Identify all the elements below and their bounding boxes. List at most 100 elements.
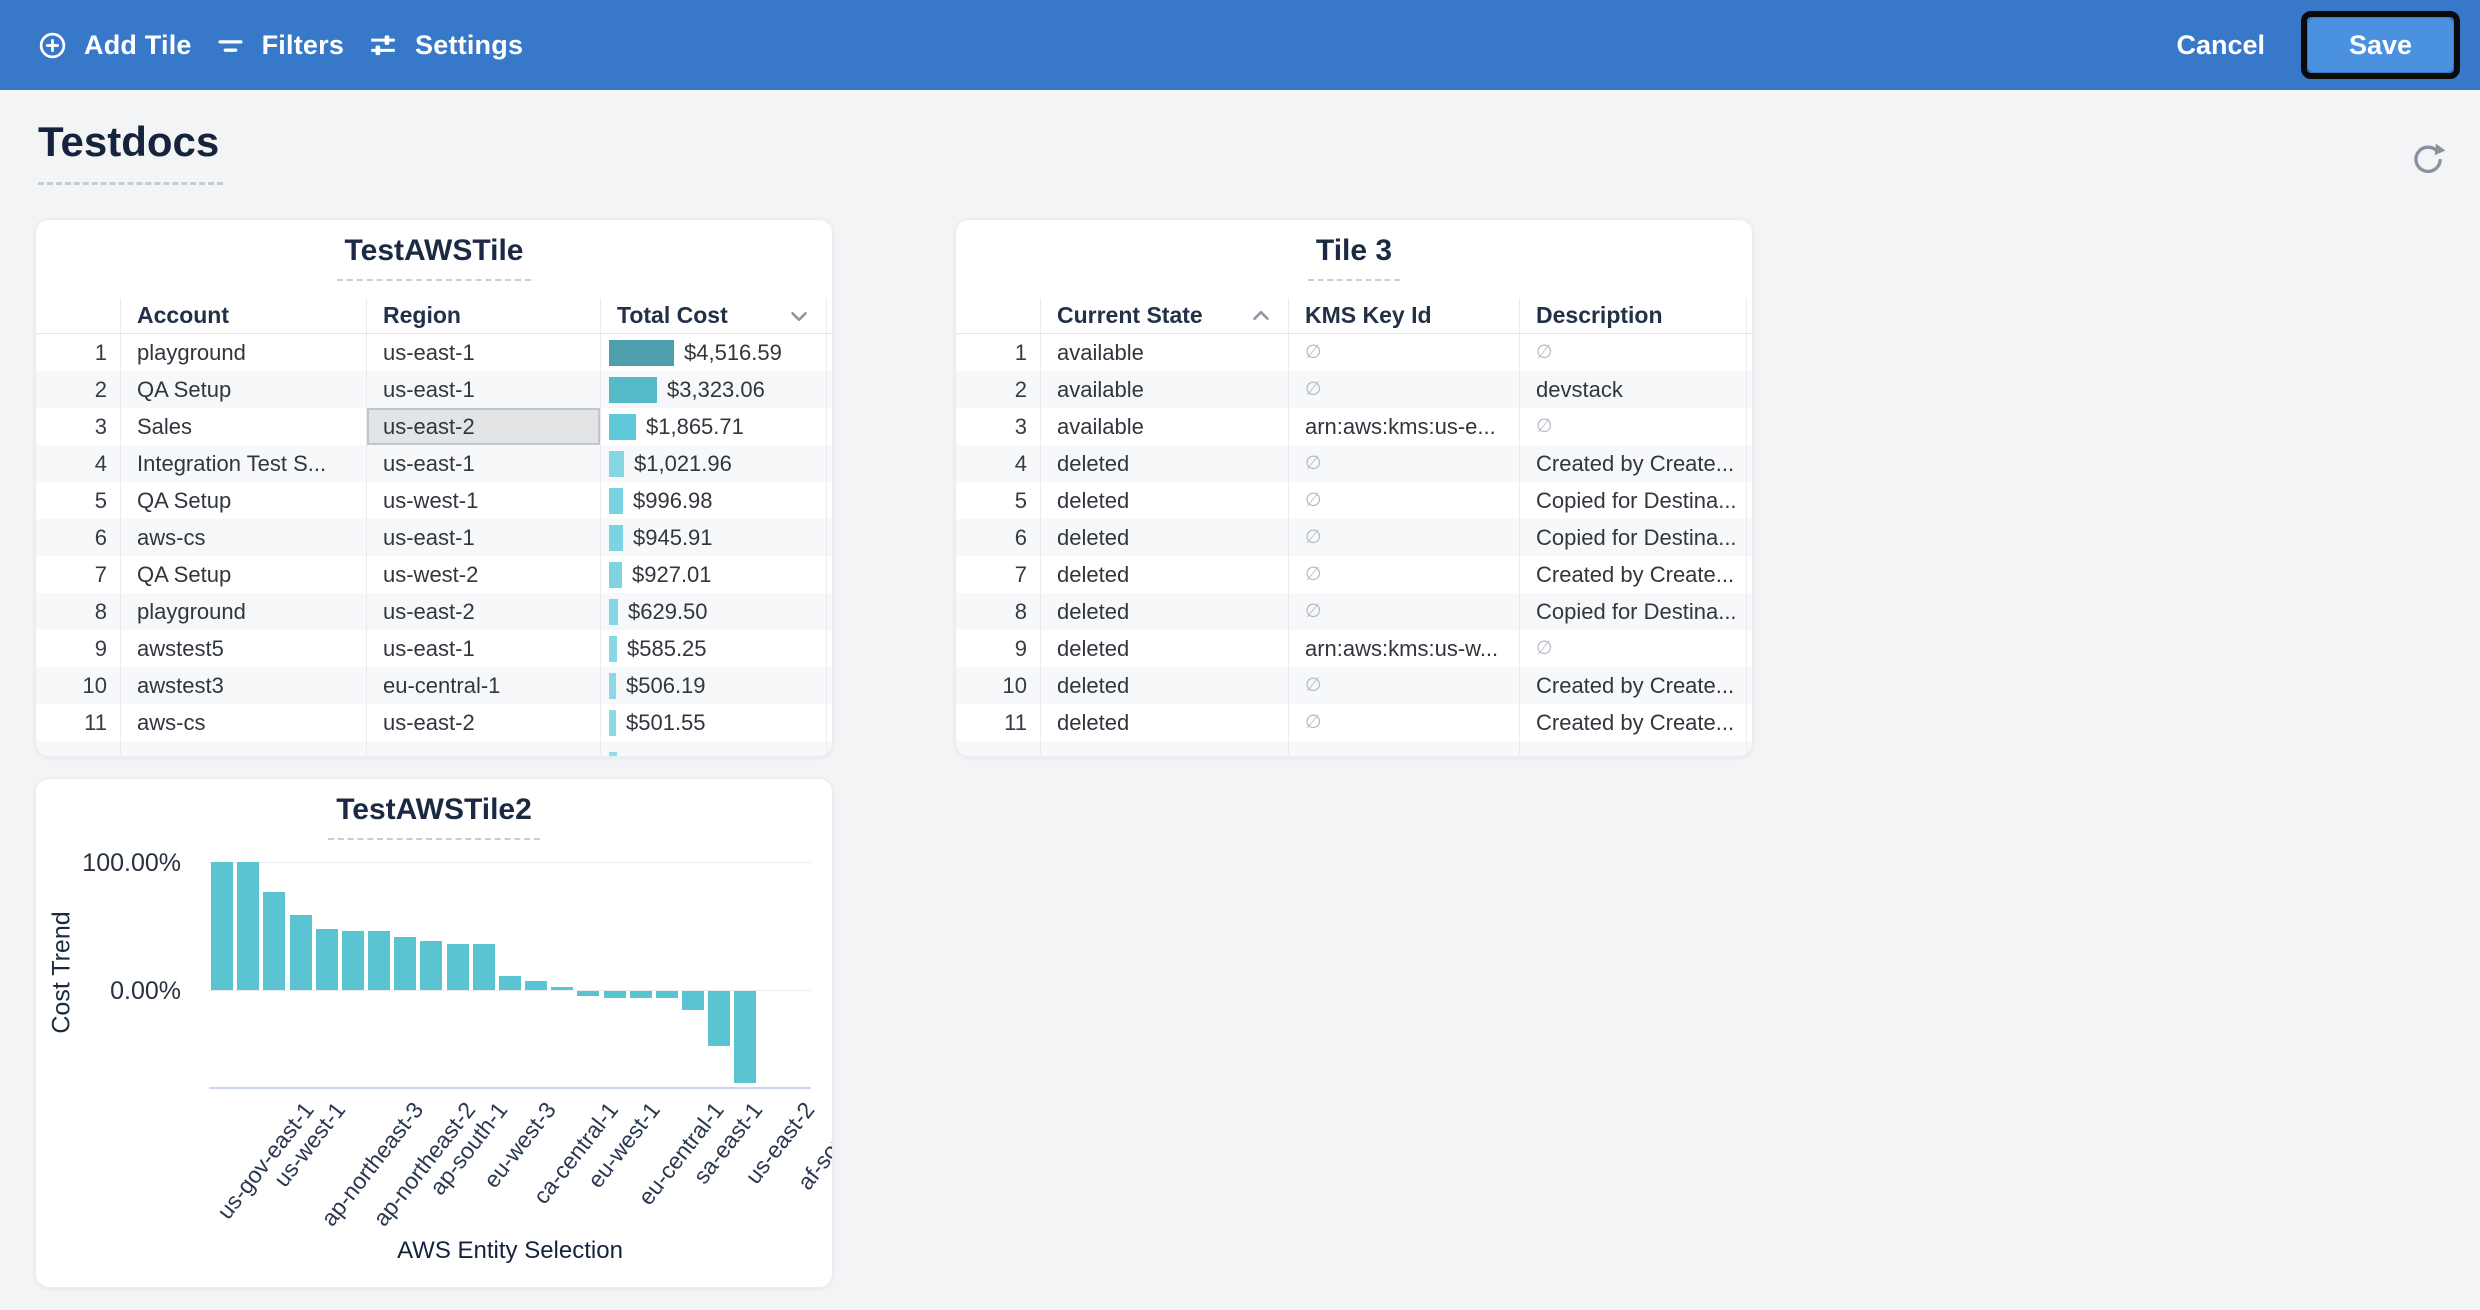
cell-kms-key-id[interactable]: ∅ xyxy=(1289,519,1520,556)
cell-total-cost[interactable]: $501.55 xyxy=(601,704,827,741)
cell-account[interactable]: QA Setup xyxy=(121,371,367,408)
cell-region[interactable]: eu-central-1 xyxy=(367,667,601,704)
cell-current-state[interactable]: available xyxy=(1041,371,1289,408)
column-header-total-cost[interactable]: Total Cost xyxy=(601,298,827,333)
cell-description[interactable]: devstack xyxy=(1520,371,1747,408)
chart-x-axis-title: AWS Entity Selection xyxy=(397,1237,623,1264)
cell-total-cost[interactable]: $1,021.96 xyxy=(601,445,827,482)
cell-account[interactable]: QA Setup xyxy=(121,482,367,519)
column-header-account[interactable]: Account xyxy=(121,298,367,333)
chart-bar xyxy=(551,986,574,990)
column-header-row-number[interactable] xyxy=(36,298,121,333)
cell-total-cost[interactable]: $506.19 xyxy=(601,667,827,704)
cell-region[interactable]: us-east-2 xyxy=(367,593,601,630)
cell-current-state[interactable]: deleted xyxy=(1041,556,1289,593)
cell-current-state[interactable]: deleted xyxy=(1041,667,1289,704)
cell-account[interactable]: awstest5 xyxy=(121,630,367,667)
cell-total-cost[interactable]: $585.25 xyxy=(601,630,827,667)
save-button[interactable]: Save xyxy=(2308,18,2453,72)
cell-description[interactable]: ∅ xyxy=(1520,334,1747,371)
cell-total-cost[interactable]: $927.01 xyxy=(601,556,827,593)
cell-region[interactable]: us-east-2 xyxy=(367,704,601,741)
page-title: Testdocs xyxy=(38,118,224,185)
cell-account[interactable]: playground xyxy=(121,593,367,630)
cell-kms-key-id[interactable]: ∅ xyxy=(1289,334,1520,371)
cell-kms-key-id[interactable]: ∅ xyxy=(1289,482,1520,519)
cell-region[interactable]: us-west-1 xyxy=(367,482,601,519)
column-header-region[interactable]: Region xyxy=(367,298,601,333)
cell-description[interactable]: ∅ xyxy=(1520,408,1747,445)
row-number: 9 xyxy=(36,630,121,667)
column-header-kms-key-id[interactable]: KMS Key Id xyxy=(1289,298,1520,333)
cell-kms-key-id[interactable]: arn:aws:kms:us-e... xyxy=(1289,408,1520,445)
chart-bar xyxy=(446,944,469,990)
row-number: 8 xyxy=(36,593,121,630)
cell-region[interactable]: us-east-1 xyxy=(367,630,601,667)
cell-account[interactable]: Integration Test S... xyxy=(121,445,367,482)
row-number: 1 xyxy=(956,334,1041,371)
filters-button[interactable]: Filters xyxy=(216,30,344,61)
cell-description[interactable]: Created by Create... xyxy=(1520,556,1747,593)
table-row: 11 aws-cs us-east-2 $501.55 xyxy=(36,704,832,741)
cell-description[interactable]: Copied for Destina... xyxy=(1520,593,1747,630)
cell-description[interactable]: Created by Create... xyxy=(1520,445,1747,482)
cell-region[interactable]: us-east-1 xyxy=(367,371,601,408)
cell-account[interactable]: Sales xyxy=(121,408,367,445)
cell-kms-key-id[interactable]: ∅ xyxy=(1289,704,1520,741)
cell-current-state[interactable]: available xyxy=(1041,334,1289,371)
cell-current-state[interactable]: deleted xyxy=(1041,482,1289,519)
cell-region[interactable]: us-east-1 xyxy=(367,445,601,482)
cell-region[interactable]: us-east-1 xyxy=(367,334,601,371)
cell-account[interactable]: awstest3 xyxy=(121,667,367,704)
cell-description[interactable]: Created by Create... xyxy=(1520,667,1747,704)
cell-kms-key-id[interactable]: ∅ xyxy=(1289,371,1520,408)
cell-kms-key-id[interactable]: ∅ xyxy=(1289,445,1520,482)
add-tile-label: Add Tile xyxy=(84,29,192,60)
row-number: 9 xyxy=(956,630,1041,667)
cost-data-bar xyxy=(609,413,636,440)
cell-region[interactable]: us-east-1 xyxy=(367,519,601,556)
row-number: 3 xyxy=(36,408,121,445)
refresh-icon[interactable] xyxy=(2408,140,2448,180)
cell-region[interactable]: us-east-2 xyxy=(367,408,601,445)
cancel-button[interactable]: Cancel xyxy=(2176,29,2265,60)
cell-kms-key-id[interactable]: ∅ xyxy=(1289,667,1520,704)
cell-total-cost[interactable]: $996.98 xyxy=(601,482,827,519)
null-value-icon: ∅ xyxy=(1305,712,1322,733)
cell-description[interactable]: ∅ xyxy=(1520,630,1747,667)
chart-bar xyxy=(498,975,521,990)
cell-current-state[interactable]: deleted xyxy=(1041,445,1289,482)
cost-data-bar xyxy=(609,635,617,662)
chart-bar xyxy=(603,991,626,998)
cell-current-state[interactable]: deleted xyxy=(1041,593,1289,630)
filter-icon xyxy=(216,31,245,60)
chart-bar xyxy=(708,991,731,1046)
cell-region[interactable]: us-west-2 xyxy=(367,556,601,593)
cell-account[interactable]: QA Setup xyxy=(121,556,367,593)
cell-account[interactable]: aws-cs xyxy=(121,519,367,556)
settings-button[interactable]: Settings xyxy=(368,30,523,61)
cell-account[interactable]: aws-cs xyxy=(121,704,367,741)
cell-current-state[interactable]: available xyxy=(1041,408,1289,445)
column-header-row-number[interactable] xyxy=(956,298,1041,333)
cell-total-cost[interactable]: $4,516.59 xyxy=(601,334,827,371)
cell-kms-key-id[interactable]: ∅ xyxy=(1289,593,1520,630)
column-header-description[interactable]: Description xyxy=(1520,298,1747,333)
cell-current-state[interactable]: deleted xyxy=(1041,704,1289,741)
column-header-current-state[interactable]: Current State xyxy=(1041,298,1289,333)
cell-kms-key-id[interactable]: arn:aws:kms:us-w... xyxy=(1289,630,1520,667)
add-tile-button[interactable]: Add Tile xyxy=(38,30,192,61)
cell-current-state[interactable]: deleted xyxy=(1041,519,1289,556)
cell-kms-key-id[interactable]: ∅ xyxy=(1289,556,1520,593)
cell-total-cost[interactable]: $3,323.06 xyxy=(601,371,827,408)
cell-current-state[interactable]: deleted xyxy=(1041,630,1289,667)
cell-total-cost[interactable]: $1,865.71 xyxy=(601,408,827,445)
chart-bar xyxy=(394,937,417,990)
cell-account[interactable]: playground xyxy=(121,334,367,371)
cell-description[interactable]: Copied for Destina... xyxy=(1520,482,1747,519)
cell-total-cost[interactable]: $629.50 xyxy=(601,593,827,630)
chart-bar xyxy=(525,981,547,990)
cell-description[interactable]: Created by Create... xyxy=(1520,704,1747,741)
cell-description[interactable]: Copied for Destina... xyxy=(1520,519,1747,556)
cell-total-cost[interactable]: $945.91 xyxy=(601,519,827,556)
